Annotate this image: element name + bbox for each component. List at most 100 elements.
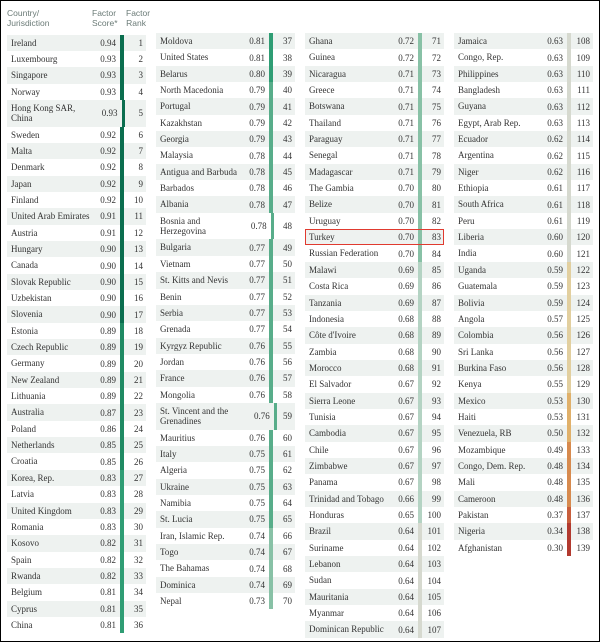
table-row: Korea, Rep.0.8327: [7, 470, 146, 486]
table-row: Mauritania0.64105: [305, 589, 444, 605]
rank-cell: 75: [422, 98, 444, 114]
rank-cell: 20: [124, 355, 146, 371]
rank-cell: 65: [273, 511, 295, 527]
rank-cell: 116: [571, 164, 593, 180]
table-row: Congo, Rep.0.63109: [454, 49, 593, 65]
score-cell: 0.76: [241, 387, 269, 403]
country-cell: Norway: [7, 84, 92, 100]
rank-cell: 28: [124, 486, 146, 502]
table-row: The Gambia0.7080: [305, 180, 444, 196]
score-cell: 0.75: [241, 462, 269, 478]
country-cell: Venezuela, RB: [454, 425, 539, 441]
country-cell: Honduras: [305, 507, 390, 523]
rank-cell: 22: [124, 388, 146, 404]
score-cell: 0.93: [92, 84, 120, 100]
table-row: Thailand0.7176: [305, 115, 444, 131]
country-cell: North Macedonia: [156, 82, 241, 98]
score-cell: 0.75: [241, 511, 269, 527]
country-cell: India: [454, 245, 539, 261]
table-row: Bolivia0.59124: [454, 295, 593, 311]
table-row: Madagascar0.7179: [305, 164, 444, 180]
score-cell: 0.71: [390, 115, 418, 131]
country-cell: Canada: [7, 257, 92, 273]
rank-cell: 90: [422, 344, 444, 360]
table-row: Pakistan0.37137: [454, 507, 593, 523]
rank-cell: 107: [422, 621, 444, 637]
rank-cell: 24: [124, 421, 146, 437]
country-cell: Ecuador: [454, 131, 539, 147]
score-cell: 0.77: [241, 239, 269, 255]
score-cell: 0.68: [390, 327, 418, 343]
score-cell: 0.76: [241, 338, 269, 354]
country-cell: Morocco: [305, 360, 390, 376]
country-cell: Italy: [156, 446, 241, 462]
table-row: Portugal0.7941: [156, 98, 295, 114]
rank-cell: 96: [422, 442, 444, 458]
table-row: China0.8136: [7, 617, 146, 633]
score-cell: 0.67: [390, 474, 418, 490]
table-row: Philippines0.63110: [454, 66, 593, 82]
rank-cell: 98: [422, 474, 444, 490]
country-cell: Jordan: [156, 354, 241, 370]
table-row: Algeria0.7562: [156, 462, 295, 478]
rank-cell: 35: [124, 601, 146, 617]
rank-cell: 41: [273, 98, 295, 114]
score-cell: 0.68: [390, 344, 418, 360]
rank-cell: 102: [422, 540, 444, 556]
country-cell: St. Kitts and Nevis: [156, 272, 241, 288]
rank-cell: 10: [124, 192, 146, 208]
table-header: Country/ JurisdictionFactor Score*Factor…: [7, 9, 146, 33]
rank-cell: 83: [422, 229, 444, 245]
rank-cell: 69: [273, 577, 295, 593]
country-cell: Singapore: [7, 67, 92, 83]
country-cell: Belgium: [7, 584, 92, 600]
header-rank: Factor Rank: [124, 9, 146, 29]
ranking-column: Ghana0.7271Guinea0.7272Nicaragua0.7173Gr…: [305, 9, 444, 633]
score-cell: 0.74: [241, 577, 269, 593]
rank-cell: 121: [571, 245, 593, 261]
table-row: United States0.8138: [156, 49, 295, 65]
table-row: Nicaragua0.7173: [305, 66, 444, 82]
score-cell: 0.64: [390, 572, 418, 588]
country-cell: Kosovo: [7, 535, 92, 551]
table-row: Spain0.8232: [7, 552, 146, 568]
country-cell: Croatia: [7, 453, 92, 469]
country-cell: Kyrgyz Republic: [156, 338, 241, 354]
table-row: Romania0.8330: [7, 519, 146, 535]
score-cell: 0.56: [539, 344, 567, 360]
country-cell: Slovenia: [7, 306, 92, 322]
table-row: Colombia0.56126: [454, 327, 593, 343]
score-cell: 0.62: [539, 147, 567, 163]
table-row: Belarus0.8039: [156, 66, 295, 82]
country-cell: Zambia: [305, 344, 390, 360]
table-row: Hong Kong SAR, China0.935: [7, 100, 146, 127]
score-cell: 0.64: [390, 589, 418, 605]
score-cell: 0.83: [92, 503, 120, 519]
table-row: Morocco0.6891: [305, 360, 444, 376]
country-cell: Japan: [7, 176, 92, 192]
country-cell: Congo, Rep.: [454, 49, 539, 65]
country-cell: Côte d'Ivoire: [305, 327, 390, 343]
table-row: Nepal0.7370: [156, 593, 295, 609]
score-cell: 0.70: [390, 196, 418, 212]
country-cell: Trinidad and Tobago: [305, 491, 390, 507]
score-cell: 0.93: [92, 67, 120, 83]
rank-cell: 81: [422, 196, 444, 212]
table-row: Sierra Leone0.6793: [305, 393, 444, 409]
score-cell: 0.90: [92, 257, 120, 273]
country-cell: Portugal: [156, 98, 241, 114]
score-cell: 0.77: [241, 272, 269, 288]
country-cell: Zimbabwe: [305, 458, 390, 474]
table-row: Kyrgyz Republic0.7655: [156, 338, 295, 354]
rank-cell: 131: [571, 409, 593, 425]
rank-cell: 130: [571, 393, 593, 409]
score-cell: 0.78: [241, 164, 269, 180]
score-cell: 0.81: [241, 33, 269, 49]
country-cell: Malawi: [305, 262, 390, 278]
country-cell: Estonia: [7, 323, 92, 339]
country-cell: Korea, Rep.: [7, 470, 92, 486]
score-cell: 0.89: [92, 323, 120, 339]
score-cell: 0.64: [390, 540, 418, 556]
rank-cell: 128: [571, 360, 593, 376]
country-cell: Philippines: [454, 66, 539, 82]
